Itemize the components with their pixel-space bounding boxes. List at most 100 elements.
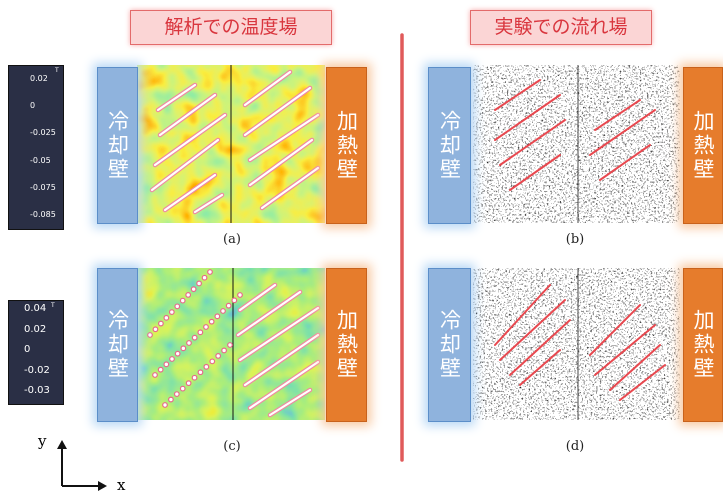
streak-dot	[173, 391, 180, 397]
streak-dot	[157, 366, 164, 373]
streak	[499, 299, 566, 361]
colorbar-label: -0.05	[30, 155, 51, 165]
streak	[238, 283, 277, 312]
streak	[519, 349, 561, 386]
colorbar-label: 0	[24, 344, 31, 355]
streak-dot	[220, 308, 226, 314]
hot-wall: 加熱壁	[326, 268, 367, 422]
colorbar-title: T	[55, 67, 59, 74]
streak-dot	[209, 358, 216, 365]
streak	[268, 388, 312, 417]
streak-dot	[168, 396, 174, 403]
axes-icon	[57, 440, 107, 491]
streak	[494, 94, 561, 141]
streak-dot	[208, 318, 215, 325]
streak	[594, 99, 641, 131]
streak-dot	[163, 361, 170, 368]
streak	[494, 79, 541, 111]
streak	[494, 284, 551, 346]
hot-wall: 加熱壁	[326, 67, 367, 224]
streak-dot	[197, 369, 204, 376]
streak-dot	[203, 324, 209, 330]
streak	[153, 113, 227, 167]
streak-dot	[215, 353, 222, 359]
flow-image	[473, 268, 680, 420]
colorbar-label: 0.02	[24, 323, 47, 335]
caption: (d)	[565, 439, 585, 454]
colorbar-label: 0	[30, 101, 36, 111]
colorbar-label: -0.075	[30, 182, 56, 192]
streak-dot	[190, 286, 197, 293]
streak	[599, 144, 651, 181]
streak	[594, 324, 656, 376]
caption: (b)	[565, 232, 585, 247]
colorbar-label: 0.04	[24, 303, 47, 314]
colorbar-label: -0.02	[24, 364, 50, 376]
streak-dot	[201, 274, 208, 281]
streak	[193, 193, 224, 214]
streak	[248, 113, 320, 162]
hot-wall: 加熱壁	[683, 67, 723, 224]
streak-dot	[185, 292, 192, 298]
cold-wall: 冷却壁	[428, 268, 471, 422]
streak	[243, 333, 320, 387]
streak	[158, 93, 217, 137]
streak	[619, 364, 666, 401]
streak-dot	[225, 302, 232, 309]
streak	[509, 319, 571, 376]
title: 実験での流れ場	[470, 10, 652, 45]
flow-image	[473, 65, 680, 223]
streak	[238, 306, 320, 362]
axis-label: x	[117, 476, 126, 494]
streak	[248, 138, 314, 187]
streak	[156, 83, 197, 112]
streak	[243, 70, 292, 107]
streak-dot	[179, 385, 186, 392]
streak-dot	[196, 280, 202, 287]
cold-wall: 冷却壁	[428, 67, 471, 224]
streak-dot	[147, 332, 153, 338]
streak-dot	[203, 363, 210, 370]
colorbar-title: T	[51, 302, 55, 309]
colorbar-label: -0.085	[30, 210, 56, 219]
streak	[243, 86, 312, 137]
streak-dot	[231, 297, 238, 304]
colorbar	[8, 65, 64, 230]
streak	[248, 360, 320, 410]
streak-dot	[174, 303, 181, 310]
cold-wall: 冷却壁	[97, 67, 138, 224]
streak-dot	[158, 320, 164, 327]
streak	[236, 290, 302, 337]
streak	[589, 109, 656, 156]
streak	[609, 344, 661, 391]
streak-dot	[169, 356, 175, 362]
streak-dot	[152, 326, 159, 333]
colorbar-label: -0.025	[30, 128, 56, 138]
streak-dot	[191, 334, 198, 341]
streak	[150, 138, 220, 192]
streak-dot	[191, 374, 198, 381]
streak-dot	[174, 350, 181, 357]
streak-dot	[179, 297, 186, 304]
colorbar-label: -0.03	[24, 385, 50, 396]
streak-dot	[214, 313, 221, 320]
streak	[260, 166, 320, 210]
streak-dot	[207, 269, 213, 275]
axis-label: y	[38, 432, 47, 450]
streak-dot	[186, 340, 192, 346]
streak-dot	[162, 402, 168, 408]
hot-wall: 加熱壁	[683, 268, 723, 422]
caption: (a)	[223, 232, 241, 247]
streak-dot	[237, 292, 243, 298]
title: 解析での温度場	[130, 10, 332, 45]
streak	[509, 154, 561, 191]
colorbar-label: 0.02	[30, 74, 48, 83]
caption: (c)	[223, 439, 241, 454]
cold-wall: 冷却壁	[97, 268, 138, 422]
colorbar	[8, 300, 64, 405]
streak-dot	[163, 314, 170, 321]
streak-dot	[152, 372, 158, 378]
streak-dot	[221, 347, 227, 354]
